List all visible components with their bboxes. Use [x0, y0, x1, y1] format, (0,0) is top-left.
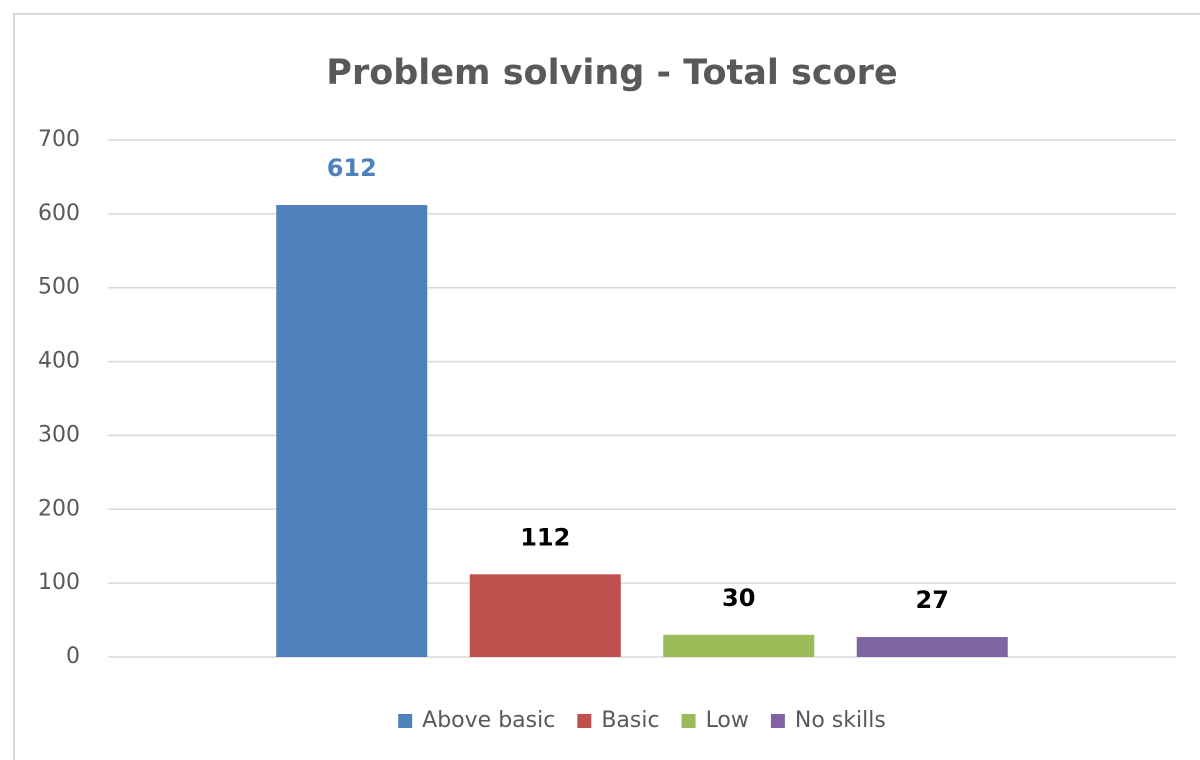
y-tick-label: 300: [38, 422, 80, 447]
legend-label: Above basic: [422, 708, 555, 733]
bar: [469, 574, 621, 657]
y-tick-label: 700: [38, 127, 80, 152]
data-label: 30: [722, 584, 755, 612]
legend-label: No skills: [795, 708, 886, 733]
bar: [663, 634, 815, 657]
legend-swatch: [398, 714, 413, 728]
y-tick-label: 0: [66, 644, 80, 669]
legend-swatch: [770, 714, 785, 728]
legend-label: Low: [706, 708, 749, 733]
legend-swatch: [681, 714, 696, 728]
legend-label: Basic: [601, 708, 659, 733]
y-tick-label: 600: [38, 201, 80, 226]
data-label: 612: [327, 154, 377, 182]
data-label: 27: [916, 586, 949, 614]
y-tick-label: 200: [38, 496, 80, 521]
bar: [276, 204, 428, 657]
bar: [856, 637, 1008, 657]
data-label: 112: [520, 523, 570, 551]
chart-title: Problem solving - Total score: [326, 53, 897, 93]
y-tick-label: 100: [38, 570, 80, 595]
legend-swatch: [577, 714, 592, 728]
y-tick-label: 500: [38, 275, 80, 300]
y-tick-label: 400: [38, 349, 80, 374]
